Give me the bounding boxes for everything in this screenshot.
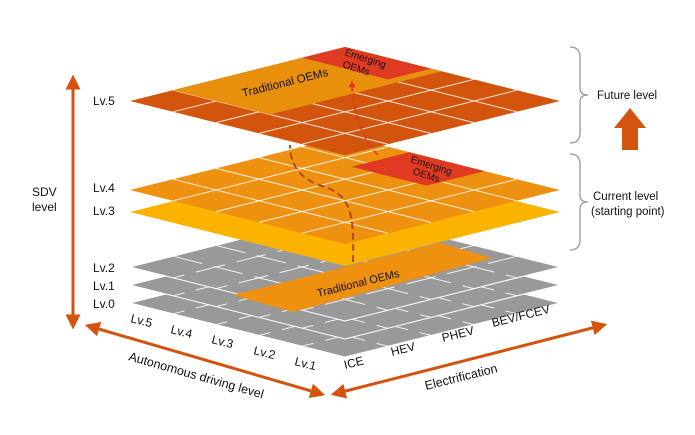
grid-line xyxy=(301,89,518,145)
level-label-lv4: Lv.4 xyxy=(93,181,115,195)
grid-line xyxy=(258,78,475,134)
autonomous-tick: Lv.2 xyxy=(252,343,277,362)
level-label-lv2: Lv.2 xyxy=(93,261,115,275)
current-brace xyxy=(569,153,589,251)
level-label-lv1: Lv.1 xyxy=(93,279,115,293)
grid-line xyxy=(215,234,432,290)
future-level-label: Future level xyxy=(597,90,657,102)
emerging-oems-region-future xyxy=(302,47,431,80)
emerging-oems-region-current xyxy=(351,152,485,186)
transition-path xyxy=(289,144,355,263)
current-level-label: Current level xyxy=(593,191,658,203)
grid-line xyxy=(215,167,432,223)
autonomous-tick: Lv.5 xyxy=(129,311,154,330)
autonomous-tick: Lv.4 xyxy=(169,322,194,341)
sdv-axis-label-2: level xyxy=(32,200,57,214)
up-arrow-icon xyxy=(614,108,646,150)
level-label-lv0: Lv.0 xyxy=(93,297,115,311)
starting-point-label: (starting point) xyxy=(591,206,665,218)
grid-line xyxy=(172,223,389,279)
level-label-lv5: Lv.5 xyxy=(93,94,115,108)
future-brace xyxy=(569,46,589,144)
traditional-oems-region-current xyxy=(233,243,492,312)
autonomous-tick: Lv.3 xyxy=(210,332,235,351)
grid-line xyxy=(301,255,518,311)
autonomous-axis-arrow xyxy=(84,321,326,399)
grid-line xyxy=(172,146,389,202)
level-label-lv3: Lv.3 xyxy=(93,204,115,218)
autonomous-tick: Lv.1 xyxy=(293,354,318,373)
electrification-axis-label: Electrification xyxy=(423,361,499,393)
layer-lv4 xyxy=(130,136,560,244)
sdv-axis-label-1: SDV xyxy=(32,185,57,199)
grid-line xyxy=(301,178,518,234)
electrification-axis-arrow xyxy=(330,320,608,399)
